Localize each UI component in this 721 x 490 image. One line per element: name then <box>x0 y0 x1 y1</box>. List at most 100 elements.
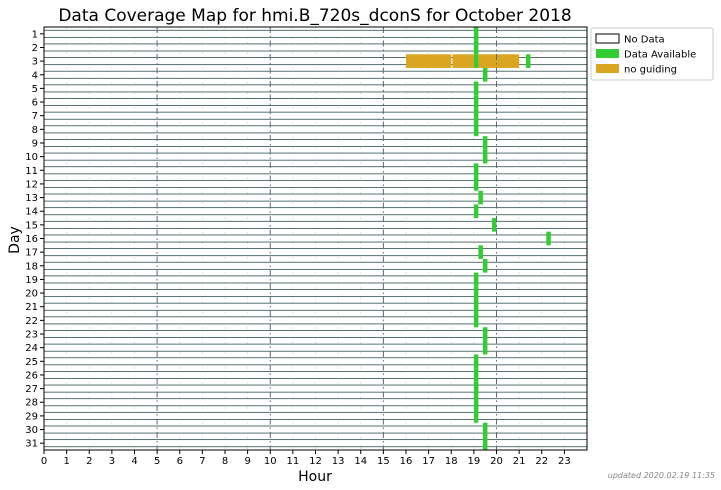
day-row-bar <box>43 371 588 379</box>
data-available-segment <box>473 299 479 314</box>
y-tick-label: 23 <box>25 330 38 341</box>
data-available-segment <box>491 218 497 232</box>
day-row-bar <box>43 248 588 257</box>
legend-label: no guiding <box>624 65 677 76</box>
y-tick-label: 21 <box>25 302 38 313</box>
data-available-segment <box>482 340 488 355</box>
y-tick-label: 30 <box>25 425 38 436</box>
x-tick-label: 17 <box>422 456 435 467</box>
data-available-segment <box>473 409 479 423</box>
x-tick-label: 13 <box>332 456 345 467</box>
y-tick-label: 20 <box>25 289 38 300</box>
legend-swatch <box>596 49 619 58</box>
day-row-bar <box>43 330 588 338</box>
day-row-bar <box>43 139 588 147</box>
data-available-segment <box>473 163 479 178</box>
data-available-segment <box>482 258 488 273</box>
y-tick-label: 28 <box>25 398 38 409</box>
day-row-bar <box>43 316 588 325</box>
data-available-segment <box>546 231 551 246</box>
data-available-segment <box>473 354 479 369</box>
y-tick-label: 13 <box>25 193 38 204</box>
y-tick-label: 12 <box>25 179 38 190</box>
day-row-bar <box>43 179 588 188</box>
day-row-bar <box>43 425 588 434</box>
x-axis-label: Hour <box>298 469 332 485</box>
y-tick-label: 9 <box>32 138 38 149</box>
day-row-bar <box>43 220 588 229</box>
day-row-bar <box>43 384 588 393</box>
day-row-bar <box>43 275 588 284</box>
day-row-bar <box>43 125 588 134</box>
day-row-bar <box>43 111 588 120</box>
day-row-bar <box>43 29 588 38</box>
data-available-segment <box>473 40 479 55</box>
x-tick-label: 4 <box>131 456 137 467</box>
no-guiding-segment <box>478 54 520 68</box>
y-tick-label: 26 <box>25 370 38 381</box>
x-tick-label: 14 <box>354 456 367 467</box>
y-tick-label: 24 <box>25 343 38 354</box>
updated-timestamp: updated 2020.02.19 11:35 <box>607 471 715 480</box>
day-row-bar <box>43 261 588 270</box>
day-row-bar <box>43 193 588 202</box>
x-tick-label: 7 <box>199 456 205 467</box>
y-tick-label: 5 <box>32 84 38 95</box>
data-available-segment <box>473 122 479 137</box>
x-tick-label: 3 <box>109 456 115 467</box>
data-available-segment <box>482 422 488 437</box>
legend-label: Data Available <box>624 50 696 61</box>
y-tick-label: 6 <box>32 98 38 109</box>
legend-label: No Data <box>624 35 665 46</box>
x-tick-label: 16 <box>400 456 413 467</box>
y-tick-label: 16 <box>25 234 38 245</box>
y-tick-label: 18 <box>25 261 38 272</box>
data-available-segment <box>482 149 488 164</box>
x-tick-label: 12 <box>309 456 322 467</box>
y-tick-label: 2 <box>32 43 38 54</box>
day-row-bar <box>43 207 588 216</box>
data-available-segment <box>473 381 479 396</box>
y-tick-label: 25 <box>25 357 38 368</box>
data-available-segment <box>473 204 479 219</box>
day-row-bar <box>43 289 588 298</box>
y-tick-label: 4 <box>32 70 38 81</box>
y-tick-label: 3 <box>32 57 38 68</box>
x-tick-label: 0 <box>41 456 47 467</box>
data-available-segment <box>482 327 488 341</box>
y-tick-label: 31 <box>25 439 38 450</box>
data-available-segment <box>473 313 479 328</box>
day-row-bar <box>43 398 588 407</box>
x-tick-label: 20 <box>490 456 503 467</box>
x-tick-label: 15 <box>377 456 390 467</box>
data-available-segment <box>473 54 479 68</box>
day-row-bar <box>43 439 588 448</box>
data-available-segment <box>473 108 479 123</box>
x-tick-label: 8 <box>222 456 228 467</box>
x-tick-label: 6 <box>177 456 183 467</box>
x-tick-label: 2 <box>86 456 92 467</box>
x-tick-label: 9 <box>244 456 250 467</box>
data-available-segment <box>473 286 479 300</box>
data-available-segment <box>482 436 488 450</box>
legend-box <box>590 27 714 81</box>
no-guiding-segment <box>406 54 452 68</box>
y-tick-label: 15 <box>25 220 38 231</box>
day-row-bar <box>43 234 588 243</box>
data-available-segment <box>473 272 479 287</box>
day-row-bar <box>43 84 588 93</box>
x-tick-label: 19 <box>468 456 481 467</box>
data-available-segment <box>473 368 479 382</box>
y-tick-label: 1 <box>32 29 38 40</box>
x-tick-label: 22 <box>535 456 548 467</box>
y-tick-label: 7 <box>32 111 38 122</box>
data-available-segment <box>478 190 483 205</box>
y-tick-label: 22 <box>25 316 38 327</box>
y-axis-label: Day <box>7 226 23 254</box>
y-tick-label: 19 <box>25 275 38 286</box>
y-tick-label: 29 <box>25 411 38 422</box>
day-row-bar <box>43 152 588 161</box>
data-available-segment <box>525 54 531 68</box>
day-row-bar <box>43 411 588 420</box>
